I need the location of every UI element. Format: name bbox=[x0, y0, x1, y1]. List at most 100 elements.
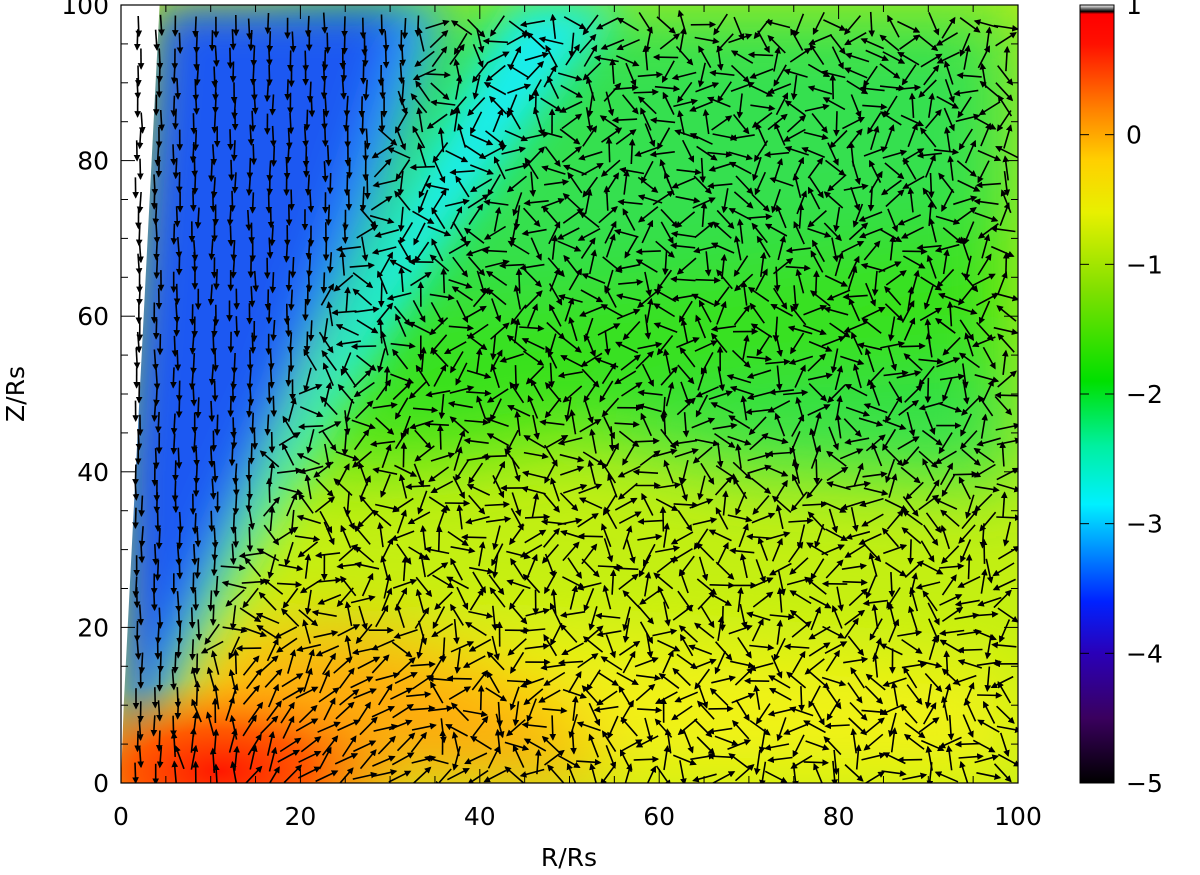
velocity-arrow bbox=[519, 677, 545, 688]
velocity-arrow bbox=[789, 706, 814, 717]
velocity-arrow bbox=[901, 638, 923, 654]
velocity-arrow bbox=[635, 683, 656, 702]
velocity-arrow bbox=[209, 604, 217, 626]
velocity-arrow bbox=[789, 590, 812, 605]
velocity-arrow bbox=[359, 113, 366, 135]
velocity-arrow bbox=[790, 755, 813, 769]
x-axis-label: R/Rs bbox=[541, 843, 597, 872]
velocity-arrow bbox=[170, 144, 177, 166]
velocity-arrow bbox=[764, 743, 790, 751]
velocity-arrow bbox=[375, 604, 389, 628]
velocity-arrow bbox=[375, 672, 401, 681]
velocity-arrow bbox=[321, 108, 328, 131]
velocity-arrow bbox=[380, 555, 389, 581]
velocity-arrow bbox=[364, 174, 371, 200]
velocity-arrow bbox=[393, 629, 418, 639]
velocity-arrow bbox=[451, 731, 460, 757]
velocity-arrow bbox=[783, 723, 807, 735]
velocity-arrow bbox=[287, 112, 295, 135]
velocity-arrow bbox=[323, 697, 336, 721]
velocity-arrow bbox=[550, 588, 558, 614]
velocity-arrows bbox=[132, 9, 1018, 783]
velocity-arrow bbox=[977, 719, 1000, 733]
velocity-arrow bbox=[464, 621, 487, 637]
velocity-arrow bbox=[907, 539, 914, 565]
velocity-arrow bbox=[192, 589, 200, 612]
velocity-arrow bbox=[426, 562, 449, 578]
velocity-arrow bbox=[848, 717, 868, 736]
velocity-arrow bbox=[512, 744, 525, 768]
velocity-arrow bbox=[378, 110, 386, 133]
velocity-arrow bbox=[239, 607, 262, 623]
velocity-arrow bbox=[906, 684, 923, 705]
velocity-arrow bbox=[191, 173, 199, 195]
velocity-arrow bbox=[924, 377, 932, 404]
velocity-arrow bbox=[770, 655, 783, 679]
velocity-arrow bbox=[135, 15, 143, 38]
velocity-arrow bbox=[609, 569, 617, 595]
velocity-arrow bbox=[927, 602, 940, 626]
velocity-arrow bbox=[810, 606, 821, 631]
velocity-arrow bbox=[208, 400, 216, 423]
velocity-arrow bbox=[679, 760, 687, 783]
velocity-arrow bbox=[789, 609, 810, 627]
velocity-arrow bbox=[776, 619, 784, 645]
velocity-arrow bbox=[346, 157, 353, 179]
velocity-arrow bbox=[662, 649, 674, 674]
velocity-arrow bbox=[541, 735, 561, 754]
velocity-arrow bbox=[232, 526, 240, 549]
velocity-arrow bbox=[211, 112, 219, 134]
velocity-arrow bbox=[854, 744, 862, 770]
velocity-arrow bbox=[671, 705, 693, 721]
velocity-arrow bbox=[133, 347, 141, 370]
velocity-arrow bbox=[390, 687, 414, 700]
velocity-arrow bbox=[303, 109, 311, 131]
velocity-arrow bbox=[698, 556, 709, 582]
velocity-arrow bbox=[372, 769, 398, 778]
velocity-arrow bbox=[317, 593, 342, 605]
velocity-arrow bbox=[519, 768, 545, 778]
velocity-arrow bbox=[450, 702, 470, 722]
velocity-arrow bbox=[524, 513, 551, 521]
velocity-arrow bbox=[341, 33, 348, 55]
velocity-arrow bbox=[247, 733, 262, 756]
velocity-arrow bbox=[173, 206, 181, 228]
velocity-arrow bbox=[355, 623, 373, 644]
velocity-arrow bbox=[588, 606, 598, 631]
velocity-arrow bbox=[249, 192, 257, 214]
velocity-arrow bbox=[605, 136, 613, 163]
velocity-arrow bbox=[826, 688, 842, 710]
velocity-arrow bbox=[344, 601, 353, 627]
velocity-arrow bbox=[824, 641, 848, 655]
velocity-arrow bbox=[737, 636, 752, 659]
velocity-arrow bbox=[792, 650, 806, 674]
velocity-arrow bbox=[262, 578, 284, 595]
velocity-arrow bbox=[692, 658, 717, 670]
velocity-arrow bbox=[358, 96, 366, 118]
velocity-arrow bbox=[515, 268, 523, 294]
velocity-arrow bbox=[526, 698, 537, 723]
velocity-arrow bbox=[264, 12, 272, 35]
velocity-arrow bbox=[302, 50, 309, 72]
velocity-arrow bbox=[759, 761, 767, 783]
velocity-arrow bbox=[288, 289, 295, 311]
velocity-arrow bbox=[155, 411, 162, 434]
velocity-arrow bbox=[314, 551, 341, 559]
velocity-arrow bbox=[228, 668, 237, 694]
velocity-arrow bbox=[249, 744, 258, 770]
velocity-arrow bbox=[507, 638, 527, 656]
velocity-arrow bbox=[430, 681, 444, 704]
velocity-arrow bbox=[191, 544, 198, 566]
velocity-arrow bbox=[415, 576, 433, 598]
velocity-arrow bbox=[297, 423, 324, 431]
velocity-arrow bbox=[285, 315, 292, 338]
velocity-arrow bbox=[371, 706, 396, 718]
velocity-arrow bbox=[663, 601, 671, 627]
velocity-arrow bbox=[549, 602, 562, 626]
velocity-arrow bbox=[467, 769, 489, 783]
velocity-arrow bbox=[934, 771, 959, 783]
velocity-arrow bbox=[597, 671, 619, 686]
velocity-arrow bbox=[269, 272, 277, 294]
velocity-arrow bbox=[194, 557, 201, 580]
velocity-arrow bbox=[637, 706, 663, 714]
